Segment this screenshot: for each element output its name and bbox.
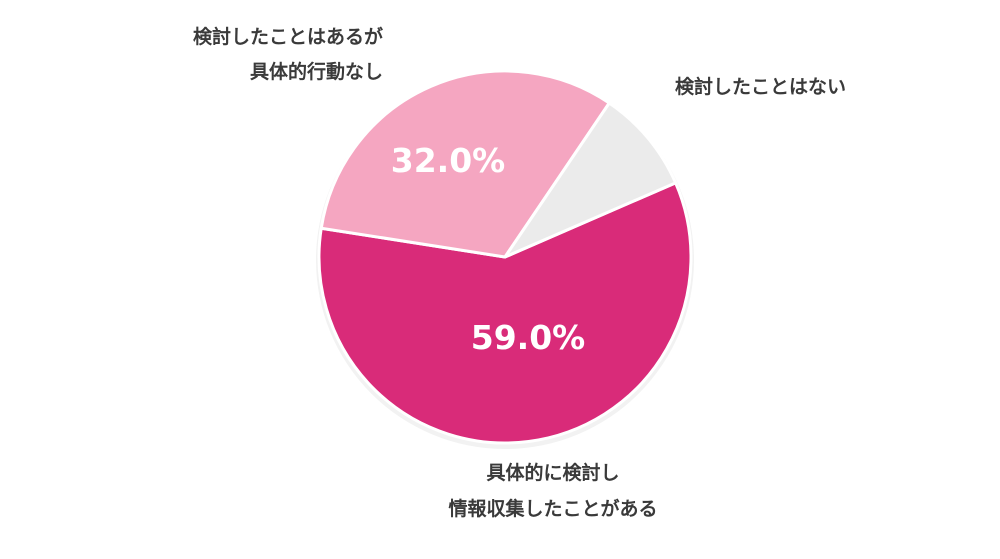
pie-slice-1 — [319, 69, 611, 259]
slice-label-0-line-1: 具体的に検討し — [486, 461, 619, 484]
pie-slices — [317, 69, 693, 445]
slice-label-1-line-1: 検討したことはあるが — [193, 25, 383, 48]
slice-value-label-1: 32.0% — [391, 141, 506, 180]
slice-label-0-line-2: 情報収集したことがある — [448, 497, 657, 520]
slice-label-1-line-2: 具体的行動なし — [250, 60, 383, 83]
pie-slice-0 — [317, 181, 693, 445]
slice-label-2-line-1: 検討したことはない — [675, 75, 846, 98]
slice-value-label-0: 59.0% — [471, 318, 586, 357]
pie-slice-2 — [503, 101, 678, 259]
